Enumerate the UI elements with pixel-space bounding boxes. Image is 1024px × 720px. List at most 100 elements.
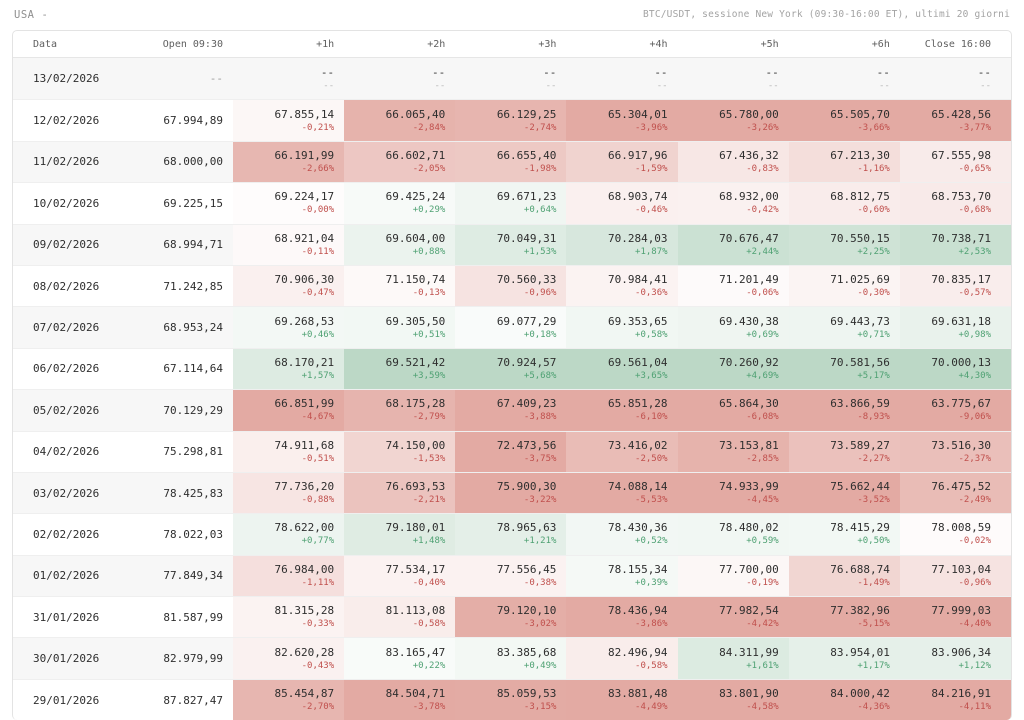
- hour-price-cell: 69.671,23 +0,64%: [455, 183, 567, 224]
- cell-pct-change: --: [545, 80, 557, 91]
- hour-price-cell: 83.385,68 +0,49%: [455, 638, 567, 679]
- cell-price: 70.260,92: [719, 355, 779, 369]
- cell-price: 78.430,36: [607, 521, 668, 535]
- cell-pct-change: +0,98%: [958, 329, 991, 340]
- hour-price-cell: 77.982,54 -4,42%: [677, 597, 789, 638]
- cell-pct-change: +1,17%: [857, 660, 890, 671]
- cell-price: --: [765, 65, 779, 79]
- dropdown-dash-icon: -: [41, 9, 49, 21]
- close-price-cell: 84.216,91 -4,11%: [899, 679, 1011, 720]
- cell-price: 84.504,71: [385, 687, 446, 701]
- cell-price: 65.304,01: [607, 107, 668, 121]
- open-price-cell: 87.827,47: [163, 693, 223, 707]
- cell-pct-change: -1,53%: [412, 453, 446, 464]
- hour-price-cell: 68.170,21 +1,57%: [233, 348, 345, 390]
- cell-pct-change: -0,47%: [301, 288, 335, 299]
- cell-price: 77.534,17: [385, 562, 446, 576]
- hour-price-cell: 70.581,56 +5,17%: [788, 348, 900, 390]
- cell-pct-change: +0,71%: [857, 329, 890, 340]
- cell-price: 77.982,54: [719, 604, 779, 618]
- hour-price-cell: 66.851,99 -4,67%: [233, 390, 345, 431]
- hour-price-cell: 68.903,74 -0,46%: [566, 183, 678, 224]
- cell-price: 66.655,40: [496, 148, 557, 162]
- hour-price-cell: 85.059,53 -3,15%: [455, 679, 567, 720]
- hour-price-cell: 73.153,81 -2,85%: [677, 431, 789, 472]
- cell-price: 72.473,56: [496, 438, 557, 452]
- hour-price-cell: 69.077,29 +0,18%: [455, 307, 567, 348]
- open-price-cell: 68.994,71: [163, 238, 223, 252]
- cell-price: 85.059,53: [496, 687, 557, 701]
- close-price-cell: 83.906,34 +1,12%: [899, 638, 1011, 679]
- col-header-h2: +2h: [427, 38, 446, 50]
- cell-price: 67.855,14: [274, 107, 335, 121]
- cell-pct-change: +0,51%: [412, 329, 446, 340]
- cell-price: 67.436,32: [719, 148, 779, 162]
- cell-price: 70.550,15: [830, 231, 890, 245]
- cell-pct-change: +0,77%: [301, 536, 335, 547]
- hour-price-cell: 67.855,14 -0,21%: [233, 100, 345, 141]
- hour-price-cell: 78.430,36 +0,52%: [566, 514, 678, 555]
- cell-price: 83.881,48: [607, 687, 668, 701]
- col-header-h6: +6h: [871, 38, 890, 50]
- cell-price: 65.780,00: [719, 107, 779, 121]
- close-price-cell: 67.555,98 -0,65%: [899, 141, 1011, 183]
- date-cell: 31/01/2026: [33, 610, 100, 624]
- cell-pct-change: -0,88%: [301, 495, 335, 506]
- cell-price: 73.416,02: [607, 438, 668, 452]
- cell-price: 66.129,25: [496, 107, 557, 121]
- hour-price-cell: 85.454,87 -2,70%: [233, 679, 345, 720]
- market-selector[interactable]: USA -: [14, 9, 48, 21]
- cell-pct-change: +2,53%: [958, 246, 991, 257]
- cell-price: 69.604,00: [385, 231, 446, 245]
- cell-pct-change: +3,65%: [635, 370, 668, 381]
- cell-price: --: [320, 65, 335, 79]
- cell-pct-change: +1,12%: [958, 660, 991, 671]
- cell-pct-change: --: [434, 80, 446, 91]
- cell-price: 68.812,75: [830, 190, 890, 204]
- cell-pct-change: -0,19%: [746, 577, 779, 588]
- cell-price: 81.113,08: [385, 604, 446, 618]
- hour-price-cell: 77.534,17 -0,40%: [344, 555, 456, 597]
- hour-price-cell: 78.436,94 -3,86%: [566, 597, 678, 638]
- cell-pct-change: -4,49%: [635, 702, 668, 713]
- hour-price-cell: 81.113,08 -0,58%: [344, 597, 456, 638]
- cell-price: 78.622,00: [274, 521, 335, 535]
- close-price-cell: 70.000,13 +4,30%: [899, 348, 1011, 390]
- cell-price: 78.965,63: [496, 521, 557, 535]
- date-cell: 06/02/2026: [33, 362, 100, 376]
- cell-price: 68.753,70: [931, 190, 991, 204]
- cell-price: --: [654, 65, 668, 79]
- close-price-cell: 77.103,04 -0,96%: [899, 555, 1011, 597]
- cell-pct-change: +3,59%: [412, 370, 446, 381]
- hour-price-cell: 69.268,53 +0,46%: [233, 307, 345, 348]
- col-header-h4: +4h: [649, 38, 668, 50]
- cell-pct-change: -3,52%: [857, 495, 890, 506]
- cell-price: 70.000,13: [931, 355, 991, 369]
- cell-pct-change: -2,50%: [635, 453, 668, 464]
- hour-price-cell: 77.556,45 -0,38%: [455, 555, 567, 597]
- cell-price: 69.631,18: [931, 314, 991, 328]
- cell-pct-change: +0,39%: [635, 577, 668, 588]
- cell-pct-change: +0,64%: [523, 205, 557, 216]
- date-cell: 03/02/2026: [33, 486, 100, 500]
- close-price-cell: 63.775,67 -9,06%: [899, 390, 1011, 431]
- hour-price-cell: 78.155,34 +0,39%: [566, 555, 678, 597]
- cell-pct-change: -0,43%: [301, 660, 335, 671]
- hour-price-cell: 82.496,94 -0,58%: [566, 638, 678, 679]
- cell-pct-change: -3,66%: [857, 122, 890, 133]
- cell-pct-change: -2,84%: [412, 122, 446, 133]
- cell-price: 73.153,81: [719, 438, 779, 452]
- hour-price-cell: 65.505,70 -3,66%: [788, 100, 900, 141]
- cell-price: 69.224,17: [274, 190, 335, 204]
- hour-price-cell: 69.425,24 +0,29%: [344, 183, 456, 224]
- open-price-cell: 77.849,34: [163, 569, 223, 583]
- hour-price-cell: 65.304,01 -3,96%: [566, 100, 678, 141]
- cell-pct-change: +0,59%: [746, 536, 779, 547]
- col-header-open: Open 09:30: [162, 38, 223, 50]
- cell-price: 75.662,44: [830, 480, 890, 494]
- hour-price-cell: 69.561,04 +3,65%: [566, 348, 678, 390]
- cell-pct-change: -1,49%: [857, 577, 890, 588]
- cell-price: 74.911,68: [274, 438, 335, 452]
- cell-price: 69.425,24: [385, 190, 446, 204]
- cell-price: 71.025,69: [830, 273, 890, 287]
